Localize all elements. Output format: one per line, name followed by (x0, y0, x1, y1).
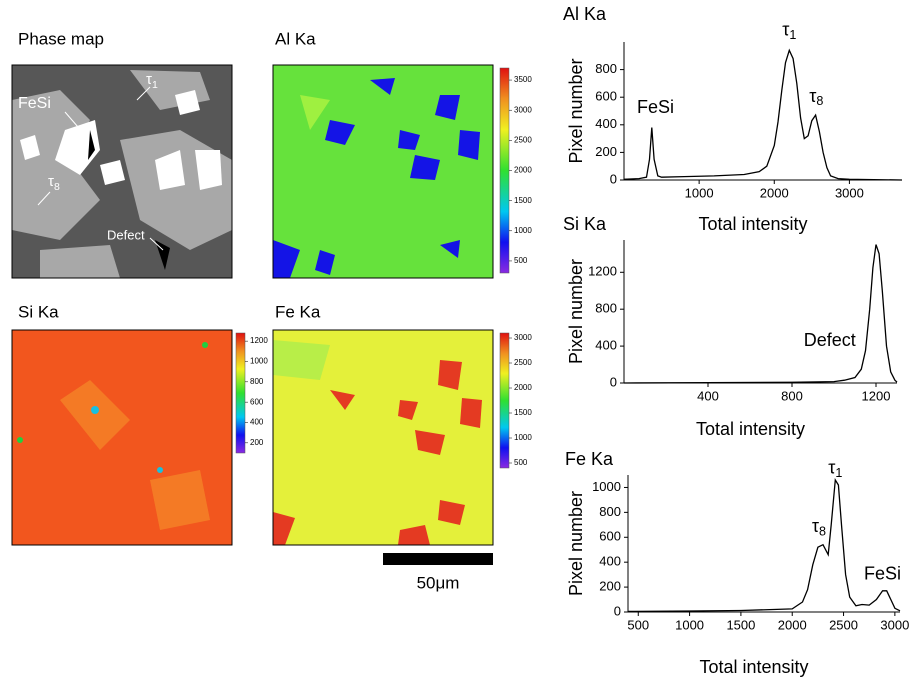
colorbar-tick-label: 1000 (514, 433, 532, 442)
colorbar-tick-label: 400 (250, 418, 264, 427)
map-annotation: FeSi (18, 95, 51, 112)
data-line (623, 48, 903, 181)
colorbar (499, 332, 510, 469)
annotation-leader (64, 111, 79, 128)
data-line (627, 478, 901, 613)
chart-annotation: FeSi (637, 97, 674, 117)
x-tick-label: 3000 (880, 617, 909, 632)
y-axis-label: Pixel number (566, 491, 586, 596)
colorbar (235, 332, 246, 454)
annotation-leader (149, 237, 164, 251)
y-tick-label: 0 (610, 171, 617, 186)
x-tick-label: 2000 (778, 617, 807, 632)
chart-title: Fe Ka (565, 449, 614, 469)
y-tick-label: 800 (599, 504, 621, 519)
map-annotation: τ8 (48, 173, 60, 193)
x-tick-label: 400 (697, 388, 719, 403)
y-axis-label: Pixel number (566, 58, 586, 163)
map-annotation: τ1 (146, 71, 158, 91)
x-axis-label: Total intensity (698, 214, 807, 234)
y-tick-label: 800 (595, 61, 617, 76)
y-tick-label: 0 (614, 603, 621, 618)
y-tick-label: 200 (595, 144, 617, 159)
colorbar-tick-label: 2000 (514, 383, 532, 392)
x-axis-label: Total intensity (699, 657, 808, 677)
colorbar-tick-label: 1500 (514, 408, 532, 417)
chart-title: Al Ka (563, 4, 607, 24)
y-tick-label: 0 (610, 374, 617, 389)
chart-annotation: τ8 (812, 516, 826, 539)
y-tick-label: 400 (595, 338, 617, 353)
subscript: 8 (816, 95, 823, 109)
map-title: Fe Ka (275, 302, 321, 321)
colorbar-tick-label: 1000 (250, 357, 268, 366)
colorbar-tick-label: 2000 (514, 166, 532, 175)
colorbar-tick-label: 3000 (514, 105, 532, 114)
y-axis-label: Pixel number (566, 259, 586, 364)
colorbar-tick-label: 500 (514, 256, 528, 265)
map-title: Al Ka (275, 29, 316, 48)
fe-map-image (272, 329, 494, 546)
y-tick-label: 1000 (592, 479, 621, 494)
y-tick-label: 600 (599, 529, 621, 544)
colorbar-tick-label: 200 (250, 438, 264, 447)
colorbar-tick-label: 600 (250, 397, 264, 406)
y-tick-label: 1200 (588, 264, 617, 279)
x-tick-label: 3000 (835, 185, 864, 200)
scale-bar-label: 50μm (417, 573, 460, 592)
y-tick-label: 200 (599, 579, 621, 594)
colorbar-tick-label: 1000 (514, 226, 532, 235)
x-tick-label: 1000 (675, 617, 704, 632)
x-tick-label: 1500 (726, 617, 755, 632)
y-tick-label: 800 (595, 301, 617, 316)
chart-annotation: FeSi (864, 563, 901, 583)
si-map-image (11, 329, 233, 546)
chart-annotation: Defect (804, 330, 856, 350)
al-map-image (272, 64, 494, 279)
chart-annotation: τ1 (782, 20, 796, 43)
x-tick-label: 500 (627, 617, 649, 632)
scale-bar (383, 553, 493, 565)
map-title: Phase map (18, 29, 104, 48)
y-tick-label: 400 (595, 116, 617, 131)
colorbar-tick-label: 2500 (514, 135, 532, 144)
subscript: 1 (152, 79, 158, 91)
subscript: 1 (789, 28, 796, 42)
chart-annotation: τ8 (809, 86, 823, 109)
subscript: 8 (819, 525, 826, 539)
chart-annotation: τ1 (828, 458, 842, 481)
x-axis-label: Total intensity (696, 419, 805, 439)
map-title: Si Ka (18, 302, 59, 321)
colorbar-tick-label: 500 (514, 458, 528, 467)
colorbar-tick-label: 2500 (514, 358, 532, 367)
y-tick-label: 400 (599, 554, 621, 569)
subscript: 8 (54, 181, 60, 193)
map-annotation: Defect (107, 227, 145, 242)
y-tick-label: 600 (595, 89, 617, 104)
annotation-leader (136, 86, 151, 101)
subscript: 1 (835, 466, 842, 480)
x-tick-label: 1000 (685, 185, 714, 200)
colorbar-tick-label: 3000 (514, 333, 532, 342)
colorbar-tick-label: 1200 (250, 336, 268, 345)
phase-map-image (11, 64, 233, 279)
colorbar-tick-label: 1500 (514, 196, 532, 205)
x-tick-label: 800 (781, 388, 803, 403)
x-tick-label: 2000 (760, 185, 789, 200)
data-line (623, 244, 898, 384)
x-tick-label: 2500 (829, 617, 858, 632)
annotation-leader (37, 191, 51, 206)
colorbar-tick-label: 3500 (514, 75, 532, 84)
colorbar-tick-label: 800 (250, 377, 264, 386)
x-tick-label: 1200 (862, 388, 891, 403)
chart-title: Si Ka (563, 214, 607, 234)
colorbar (499, 67, 510, 274)
